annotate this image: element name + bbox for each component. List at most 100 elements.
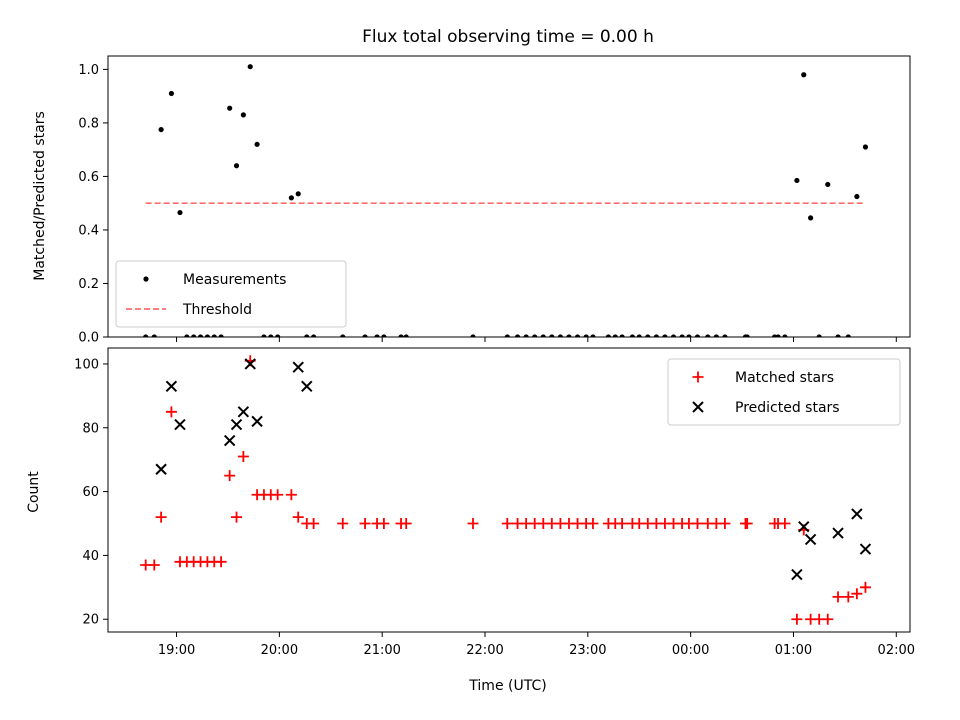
top-measurements-point (557, 334, 564, 337)
top-measurements-point (261, 334, 267, 337)
top-measurements-point (504, 334, 510, 337)
top-measurements-point (227, 105, 233, 111)
x-tick-label: 01:00 (775, 643, 812, 658)
top-measurements-point (362, 334, 368, 337)
x-tick-label: 20:00 (261, 643, 298, 658)
bottom-predicted-stars-point (798, 520, 810, 533)
bottom-matched-stars-point (851, 588, 863, 600)
bottom-predicted-stars-point (230, 418, 243, 431)
bottom-matched-stars-point (779, 518, 791, 530)
top-measurements-point (177, 209, 183, 216)
bottom-predicted-stars-point (832, 527, 844, 539)
top-measurements-point (304, 334, 310, 337)
top-measurements-point (288, 195, 294, 201)
bottom-legend-predicted-stars-swatch (692, 401, 704, 413)
top-measurements-point (254, 141, 260, 147)
bottom-matched-stars-point (292, 511, 304, 523)
top-measurements-point (590, 334, 596, 337)
top-y-axis-label: Matched/Predicted stars (32, 111, 48, 281)
bottom-matched-stars-point (224, 470, 236, 482)
top-y-tick-label: 1.0 (78, 63, 99, 78)
top-measurements-point (686, 334, 692, 337)
top-measurements-point (532, 334, 538, 337)
top-measurements-point (713, 334, 719, 337)
bottom-matched-stars-point (501, 518, 513, 530)
top-measurements-point (862, 144, 869, 150)
bottom-matched-stars-point (791, 613, 803, 625)
top-y-tick-label: 0.4 (78, 223, 99, 238)
bottom-matched-stars-point (285, 489, 297, 501)
top-measurements-point (845, 334, 851, 337)
top-measurements-point (191, 334, 197, 337)
bottom-predicted-stars-point (155, 463, 167, 475)
top-y-tick-label: 0.8 (78, 116, 99, 131)
top-measurements-point (694, 334, 701, 337)
top-measurements-point (670, 334, 677, 337)
bottom-legend-matched-stars-swatch (692, 371, 704, 383)
bottom-y-tick-label: 100 (74, 357, 99, 372)
top-legend-threshold-label: Threshold (182, 302, 252, 318)
top-legend: Measurements Threshold (115, 260, 347, 328)
top-panel: 0.0 0.2 0.4 0.6 0.8 1.0 Measurements Threshold (78, 55, 911, 346)
bottom-axes-frame (107, 347, 911, 633)
bottom-matched-stars-point (359, 518, 371, 530)
bottom-matched-stars-point (231, 511, 243, 523)
bottom-data-layer (140, 355, 872, 625)
top-measurements-point (645, 334, 651, 337)
x-tick-label: 21:00 (363, 643, 400, 658)
top-measurements-point (211, 334, 217, 337)
top-measurements-point (574, 334, 581, 337)
bottom-matched-stars-point (832, 591, 844, 603)
bottom-matched-stars-point (616, 518, 628, 530)
bottom-predicted-stars-point (237, 406, 250, 418)
bottom-matched-stars-point (692, 518, 704, 530)
bottom-predicted-stars-point (292, 361, 304, 373)
bottom-y-tick-label: 40 (82, 549, 99, 564)
top-measurements-point (381, 334, 387, 337)
bottom-matched-stars-point (822, 613, 834, 625)
x-tick-label: 19:00 (158, 643, 195, 658)
x-tick-label: 02:00 (878, 643, 915, 658)
top-measurements-point (801, 72, 807, 78)
top-measurements-point (605, 334, 611, 337)
top-measurements-point (816, 334, 822, 337)
top-measurements-point (470, 334, 476, 337)
top-measurements-point (403, 334, 409, 337)
bottom-matched-stars-point (587, 518, 599, 530)
bottom-predicted-stars-point (301, 380, 313, 392)
bottom-predicted-stars-point (174, 418, 186, 431)
bottom-matched-stars-point (215, 556, 227, 568)
top-legend-measurements-label: Measurements (183, 272, 286, 288)
bottom-legend-matched-stars-label: Matched stars (735, 370, 834, 386)
bottom-matched-stars-point (719, 518, 731, 530)
top-measurements-point (782, 334, 788, 337)
top-measurements-point (540, 334, 546, 337)
top-measurements-point (275, 334, 281, 337)
top-measurements-point (679, 334, 685, 337)
top-measurements-point (549, 334, 555, 337)
x-tick-label: 22:00 (466, 643, 503, 658)
chart-title: Flux total observing time = 0.00 h (362, 27, 654, 47)
top-measurements-point (233, 163, 240, 169)
top-measurements-point (612, 334, 618, 337)
top-measurements-point (794, 177, 800, 184)
top-data-layer (143, 64, 869, 337)
top-measurements-point (629, 334, 635, 337)
top-measurements-point (653, 334, 659, 337)
bottom-legend-predicted-stars-label: Predicted stars (735, 400, 840, 416)
x-tick-label: 23:00 (569, 643, 606, 658)
bottom-matched-stars-point (308, 518, 320, 530)
top-measurements-point (197, 334, 204, 337)
top-measurements-point (247, 64, 253, 70)
bottom-predicted-stars-point (859, 543, 872, 555)
top-measurements-point (218, 334, 224, 337)
top-measurements-point (268, 334, 274, 337)
bottom-matched-stars-point (859, 581, 871, 593)
top-measurements-point (636, 334, 642, 337)
bottom-matched-stars-point (741, 518, 753, 530)
top-measurements-point (744, 334, 750, 337)
top-measurements-point (184, 334, 190, 337)
top-measurements-point (398, 334, 404, 337)
top-measurements-point (311, 334, 317, 337)
